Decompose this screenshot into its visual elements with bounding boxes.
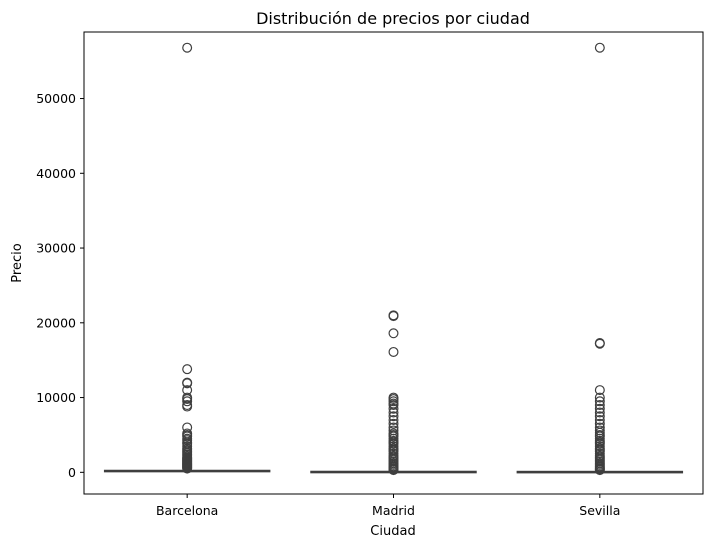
- outlier-point: [594, 465, 605, 476]
- outlier-point: [182, 364, 193, 375]
- outlier-point: [388, 418, 399, 429]
- outlier-point: [182, 378, 193, 389]
- outlier-point: [594, 414, 605, 425]
- outlier-point: [388, 465, 399, 476]
- y-tick-label: 0: [68, 465, 76, 480]
- outlier-point: [388, 414, 399, 425]
- outlier-point: [388, 411, 399, 422]
- outlier-point: [182, 396, 193, 407]
- y-tick-label: 50000: [36, 91, 76, 106]
- y-tick-label: 10000: [36, 390, 76, 405]
- outlier-point: [388, 311, 399, 322]
- outlier-point: [388, 403, 399, 414]
- box-madrid: [310, 310, 477, 476]
- outlier-point: [388, 346, 399, 357]
- x-tick-label: Sevilla: [579, 503, 620, 518]
- outlier-point: [594, 403, 605, 414]
- outlier-point: [388, 400, 399, 411]
- outlier-point: [182, 463, 193, 474]
- outlier-point: [182, 42, 193, 53]
- outlier-point: [182, 401, 193, 412]
- plot-area: [103, 42, 684, 476]
- outlier-point: [594, 42, 605, 53]
- chart-title: Distribución de precios por ciudad: [256, 9, 530, 28]
- y-axis: 0 10000 20000 30000 40000 50000: [36, 91, 84, 480]
- y-axis-label: Precio: [10, 243, 25, 282]
- y-tick-label: 20000: [36, 315, 76, 330]
- outlier-point: [594, 396, 605, 407]
- outlier-point: [594, 400, 605, 411]
- y-tick-label: 40000: [36, 166, 76, 181]
- x-axis-label: Ciudad: [370, 524, 415, 539]
- outlier-point: [594, 392, 605, 403]
- x-tick-label: Barcelona: [156, 503, 218, 518]
- y-tick-label: 30000: [36, 241, 76, 256]
- box-barcelona: [103, 42, 271, 474]
- outlier-point: [594, 338, 605, 349]
- outlier-point: [594, 385, 605, 396]
- outlier-point: [388, 328, 399, 339]
- outlier-point: [594, 407, 605, 418]
- outlier-point: [594, 411, 605, 422]
- box-sevilla: [516, 42, 684, 476]
- x-axis: Barcelona Madrid Sevilla: [156, 494, 620, 518]
- x-tick-label: Madrid: [372, 503, 415, 518]
- outlier-point: [388, 407, 399, 418]
